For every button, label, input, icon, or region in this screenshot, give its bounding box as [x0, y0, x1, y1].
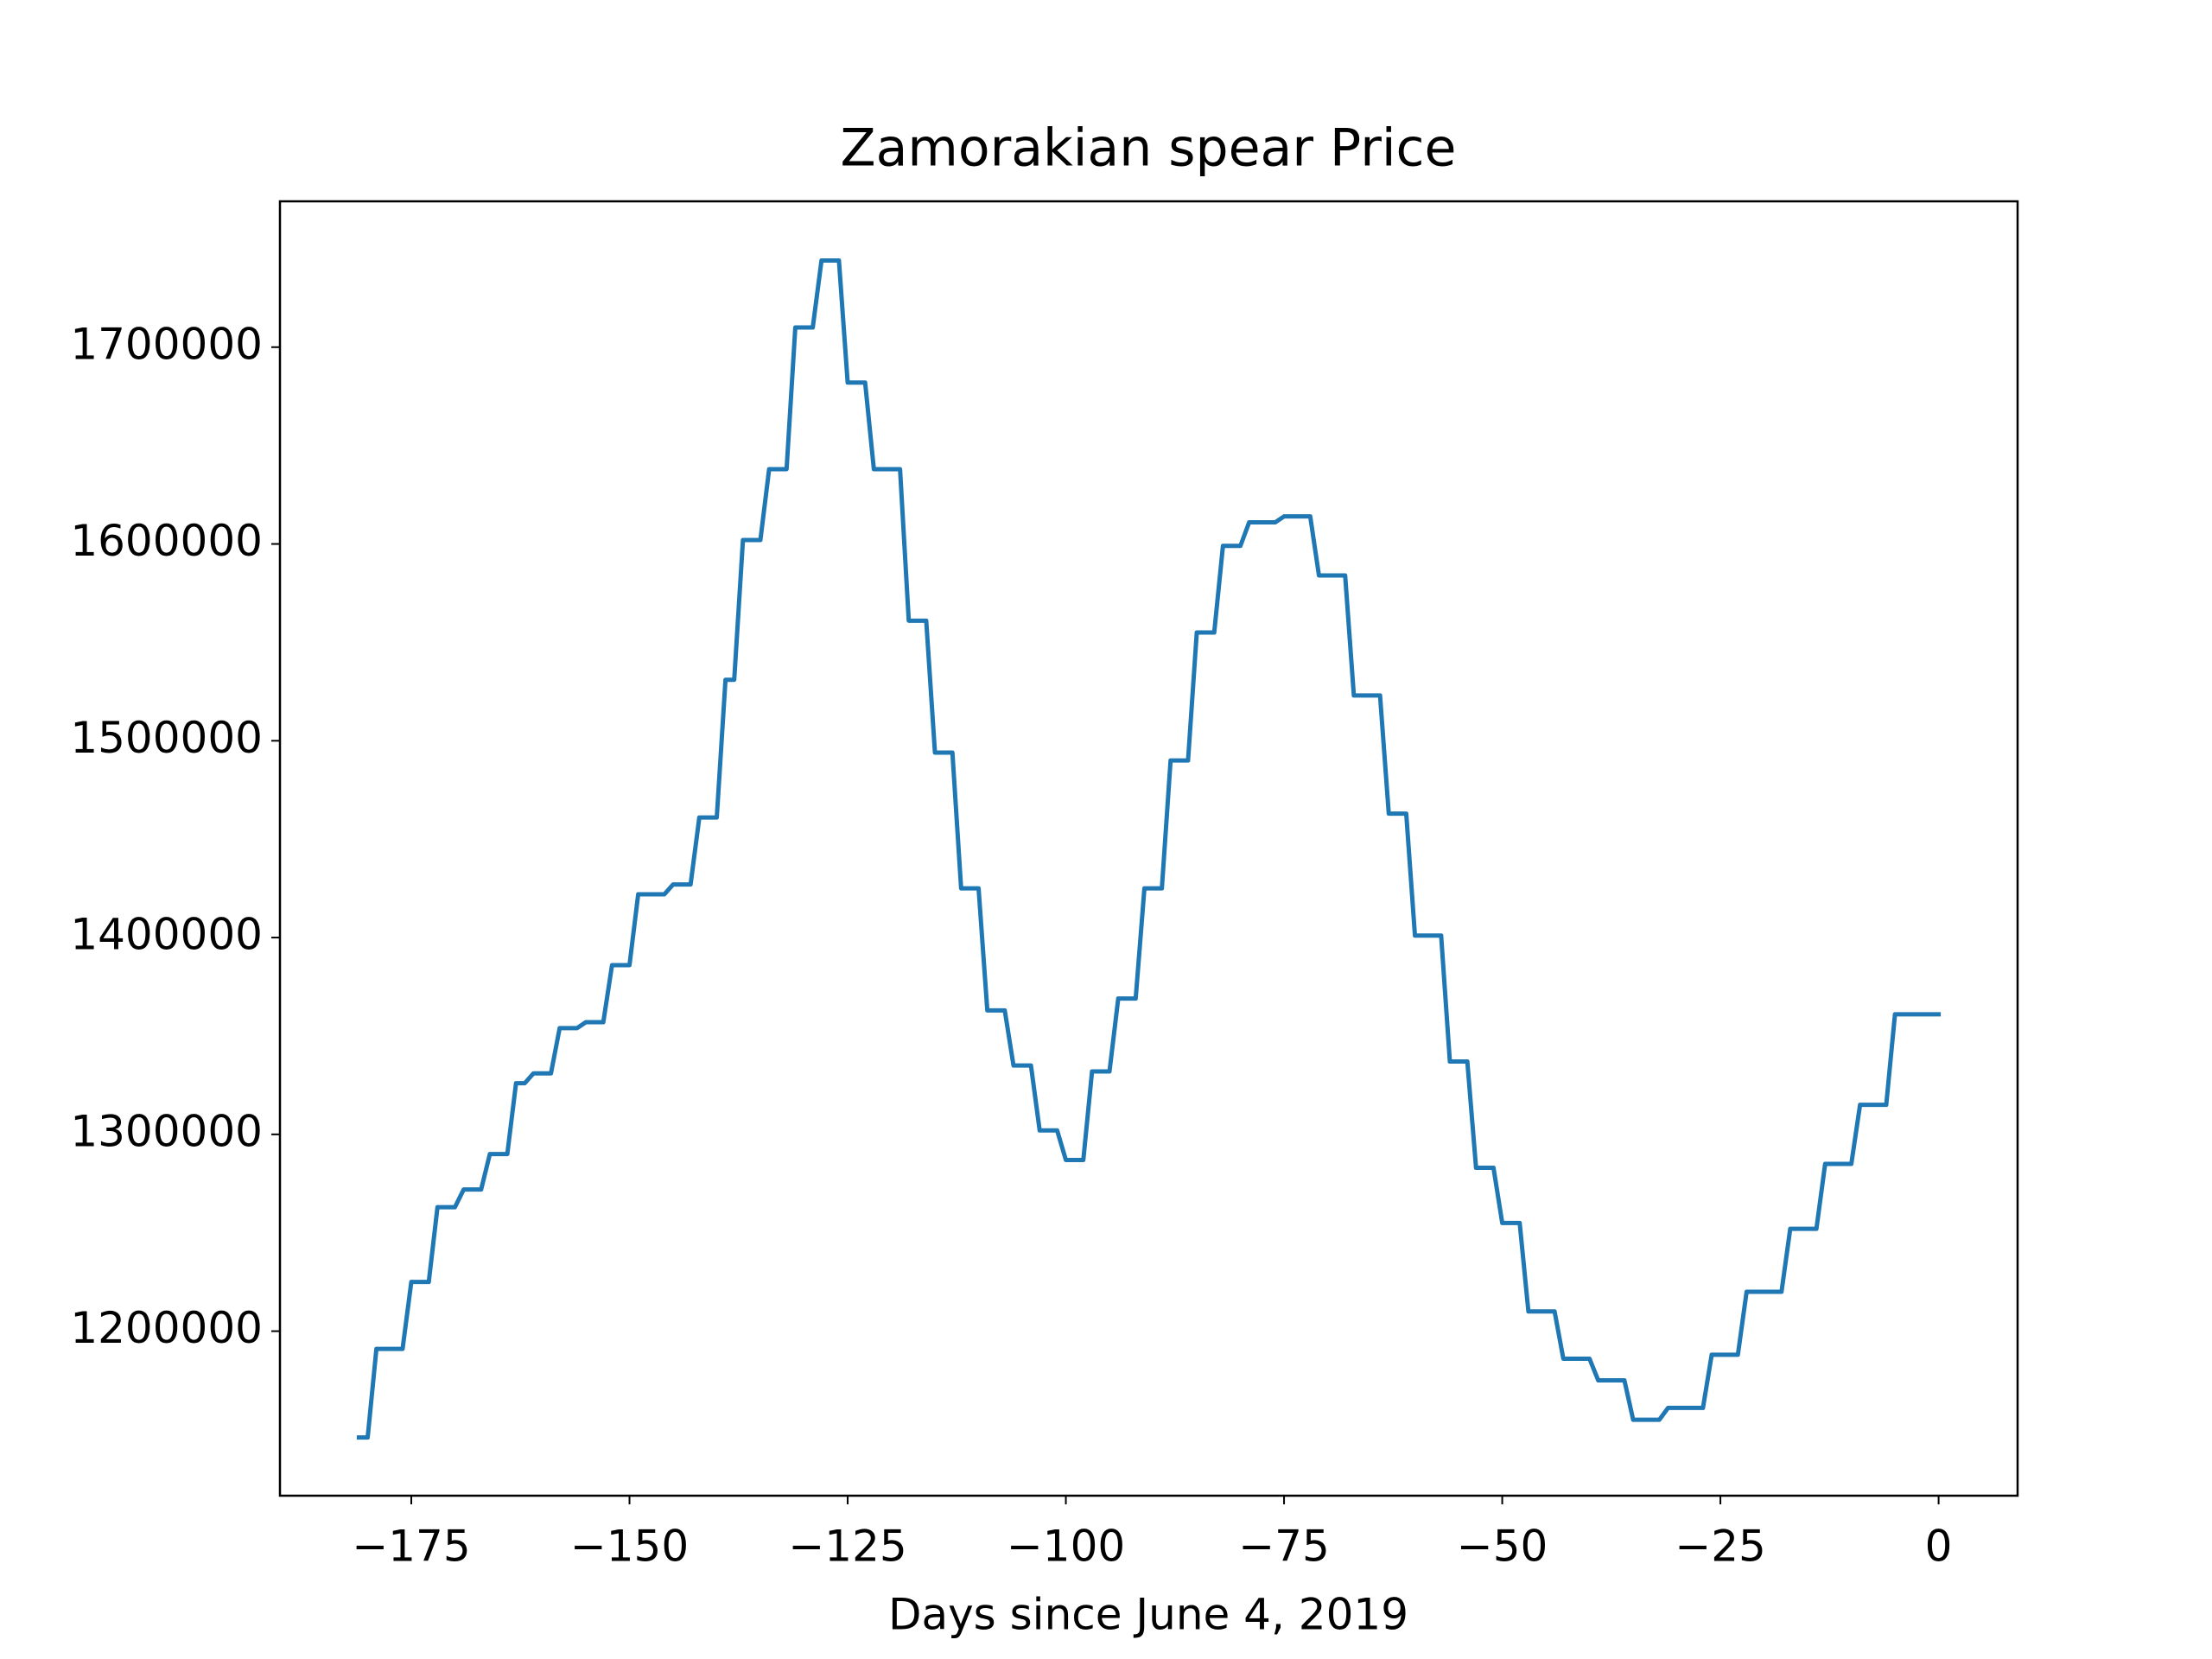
x-tick-label: −50 [1457, 1522, 1548, 1572]
y-tick-label: 1500000 [70, 713, 263, 763]
y-tick-label: 1200000 [70, 1303, 263, 1353]
x-tick-label: −100 [1007, 1522, 1125, 1572]
x-tick-label: 0 [1925, 1522, 1953, 1572]
x-tick-label: −25 [1675, 1522, 1766, 1572]
y-tick-label: 1300000 [70, 1106, 263, 1156]
y-tick-label: 1400000 [70, 910, 263, 960]
plot-frame [278, 200, 2019, 1497]
x-tick-label: −125 [788, 1522, 906, 1572]
x-tick-label: −75 [1238, 1522, 1330, 1572]
series-line [356, 258, 1942, 1440]
y-tick-label: 1700000 [70, 319, 263, 369]
x-tick-label: −175 [352, 1522, 470, 1572]
chart-title: Zamorakian spear Price [841, 118, 1457, 179]
y-tick-label: 1600000 [70, 516, 263, 566]
x-axis-label: Days since June 4, 2019 [888, 1590, 1408, 1640]
x-tick-label: −150 [570, 1522, 689, 1572]
